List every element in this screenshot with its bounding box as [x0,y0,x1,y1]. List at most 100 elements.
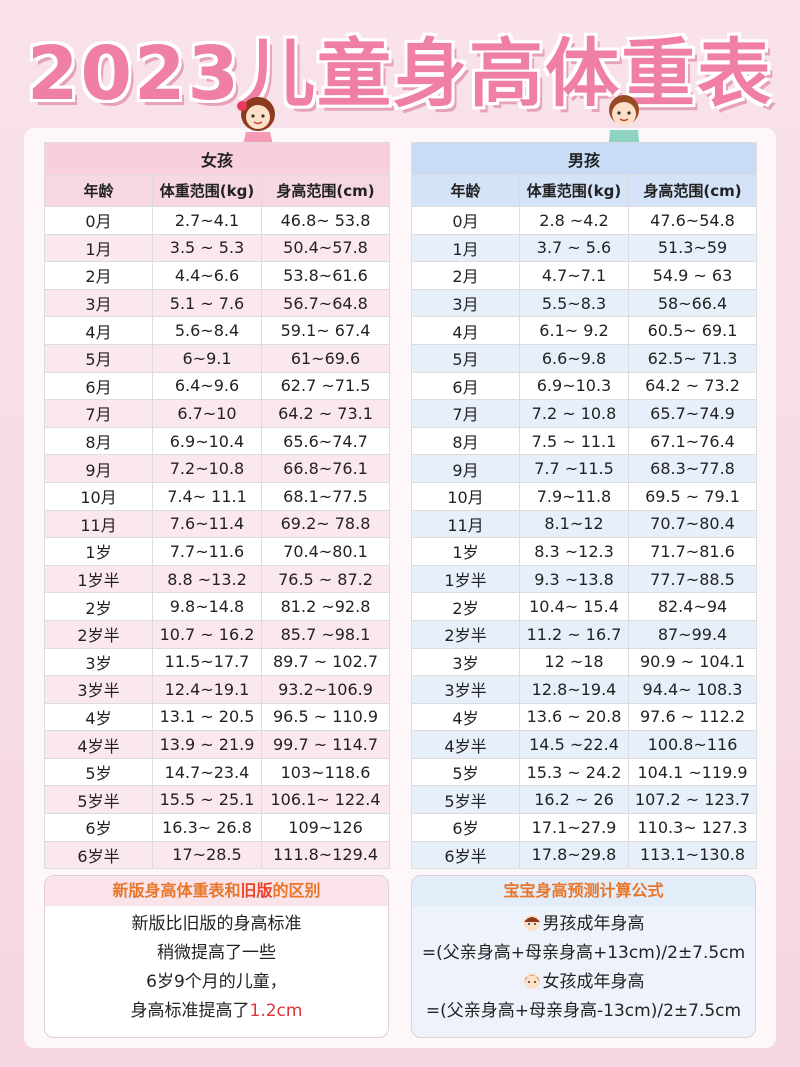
weight-range-cell: 17.1~27.9 [519,813,629,842]
weight-range-cell: 9.3 ~13.8 [519,564,629,594]
weight-range-cell: 13.1 ~ 20.5 [152,702,262,732]
weight-range-cell: 14.5 ~22.4 [519,730,629,759]
age-cell: 6岁 [411,813,520,842]
weight-range-cell: 6.9~10.3 [519,371,629,401]
height-range-cell: 113.1~130.8 [627,840,758,870]
weight-range-cell: 2.8 ~4.2 [519,206,629,235]
table-row: 7月 7.2 ~ 10.8 65.7~74.9 [411,399,758,428]
table-row: 4岁半 13.9 ~ 21.9 99.7 ~ 114.7 [44,730,391,759]
height-range-cell: 104.1 ~119.9 [627,757,758,787]
age-cell: 6岁半 [44,840,153,870]
age-cell: 2岁半 [411,619,520,649]
age-cell: 0月 [44,206,153,235]
note-line-4-value: 1.2cm [249,1001,303,1021]
note-line-2: 稍微提高了一些 [157,943,276,963]
age-cell: 3月 [411,288,520,318]
age-cell: 4月 [44,316,153,345]
height-range-cell: 76.5 ~ 87.2 [260,564,391,594]
height-prediction-heading: 宝宝身高预测计算公式 [412,876,755,906]
table-row: 8月 6.9~10.4 65.6~74.7 [44,426,391,456]
weight-range-cell: 11.2 ~ 16.7 [519,619,629,649]
table-row: 4月 5.6~8.4 59.1~ 67.4 [44,316,391,345]
age-cell: 8月 [44,426,153,456]
age-cell: 4月 [411,316,520,345]
age-cell: 6月 [411,371,520,401]
age-cell: 5岁半 [411,785,520,815]
age-cell: 4岁半 [44,730,153,759]
boys-heading: 男孩 [410,142,758,175]
table-row: 2岁 9.8~14.8 81.2 ~92.8 [44,592,391,621]
table-row: 1月 3.5 ~ 5.3 50.4~57.8 [44,233,391,263]
weight-range-cell: 16.2 ~ 26 [519,785,629,815]
age-cell: 10月 [411,481,520,511]
age-cell: 6岁 [44,813,153,842]
weight-range-cell: 4.7~7.1 [519,261,629,290]
age-cell: 2月 [411,261,520,290]
table-row: 3岁半 12.4~19.1 93.2~106.9 [44,675,391,704]
age-cell: 1岁 [411,537,520,566]
table-row: 5岁 15.3 ~ 24.2 104.1 ~119.9 [411,757,758,787]
weight-range-cell: 6.4~9.6 [152,371,262,401]
age-cell: 7月 [411,399,520,428]
table-row: 0月 2.7~4.1 46.8~ 53.8 [44,206,391,235]
weight-range-cell: 15.5 ~ 25.1 [152,785,262,815]
weight-range-cell: 12.8~19.4 [519,675,629,704]
weight-range-cell: 6.9~10.4 [152,426,262,456]
weight-range-cell: 12.4~19.1 [152,675,262,704]
weight-range-cell: 10.7 ~ 16.2 [152,619,262,649]
boys-col-height: 身高范围(cm) [627,174,758,207]
age-cell: 6月 [44,371,153,401]
height-range-cell: 85.7 ~98.1 [260,619,391,649]
height-range-cell: 77.7~88.5 [627,564,758,594]
age-cell: 1岁半 [411,564,520,594]
height-range-cell: 70.7~80.4 [627,509,758,539]
boy-label: 男孩成年身高 [542,914,645,934]
weight-range-cell: 12 ~18 [519,647,629,677]
table-row: 6岁半 17.8~29.8 113.1~130.8 [411,840,758,870]
age-cell: 11月 [44,509,153,539]
weight-range-cell: 6.1~ 9.2 [519,316,629,345]
weight-range-cell: 10.4~ 15.4 [519,592,629,621]
weight-range-cell: 3.5 ~ 5.3 [152,233,262,263]
weight-range-cell: 5.6~8.4 [152,316,262,345]
weight-range-cell: 17~28.5 [152,840,262,870]
age-cell: 1月 [411,233,520,263]
age-cell: 1岁半 [44,564,153,594]
weight-range-cell: 13.9 ~ 21.9 [152,730,262,759]
height-range-cell: 69.2~ 78.8 [260,509,391,539]
height-range-cell: 66.8~76.1 [260,454,391,483]
age-cell: 3岁 [44,647,153,677]
weight-range-cell: 5.5~8.3 [519,288,629,318]
age-cell: 1岁 [44,537,153,566]
weight-range-cell: 7.7 ~11.5 [519,454,629,483]
table-row: 5岁半 15.5 ~ 25.1 106.1~ 122.4 [44,785,391,815]
height-range-cell: 103~118.6 [260,757,391,787]
weight-range-cell: 7.4~ 11.1 [152,481,262,511]
girls-table: 女孩 年龄 体重范围(kg) 身高范围(cm) 0月 2.7~4.1 46.8~ 5… [43,142,391,870]
weight-range-cell: 6.6~9.8 [519,343,629,373]
age-cell: 4岁 [411,702,520,732]
table-row: 2月 4.7~7.1 54.9 ~ 63 [411,261,758,290]
age-cell: 7月 [44,399,153,428]
note-line-1: 新版比旧版的身高标准 [131,914,302,934]
height-range-cell: 62.5~ 71.3 [627,343,758,373]
girls-col-height: 身高范围(cm) [260,174,391,207]
table-row: 1岁半 8.8 ~13.2 76.5 ~ 87.2 [44,564,391,594]
boys-table: 男孩 年龄 体重范围(kg) 身高范围(cm) 0月 2.8 ~4.2 47.6~5… [410,142,758,870]
weight-range-cell: 4.4~6.6 [152,261,262,290]
height-range-cell: 60.5~ 69.1 [627,316,758,345]
age-cell: 5岁半 [44,785,153,815]
height-range-cell: 64.2 ~ 73.2 [627,371,758,401]
age-cell: 0月 [411,206,520,235]
weight-range-cell: 7.2 ~ 10.8 [519,399,629,428]
table-row: 1岁半 9.3 ~13.8 77.7~88.5 [411,564,758,594]
table-row: 6月 6.4~9.6 62.7 ~71.5 [44,371,391,401]
weight-range-cell: 5.1 ~ 7.6 [152,288,262,318]
weight-range-cell: 8.8 ~13.2 [152,564,262,594]
age-cell: 4岁半 [411,730,520,759]
weight-range-cell: 2.7~4.1 [152,206,262,235]
table-row: 1岁 8.3 ~12.3 71.7~81.6 [411,537,758,566]
table-row: 4月 6.1~ 9.2 60.5~ 69.1 [411,316,758,345]
age-cell: 10月 [44,481,153,511]
table-row: 6岁半 17~28.5 111.8~129.4 [44,840,391,870]
